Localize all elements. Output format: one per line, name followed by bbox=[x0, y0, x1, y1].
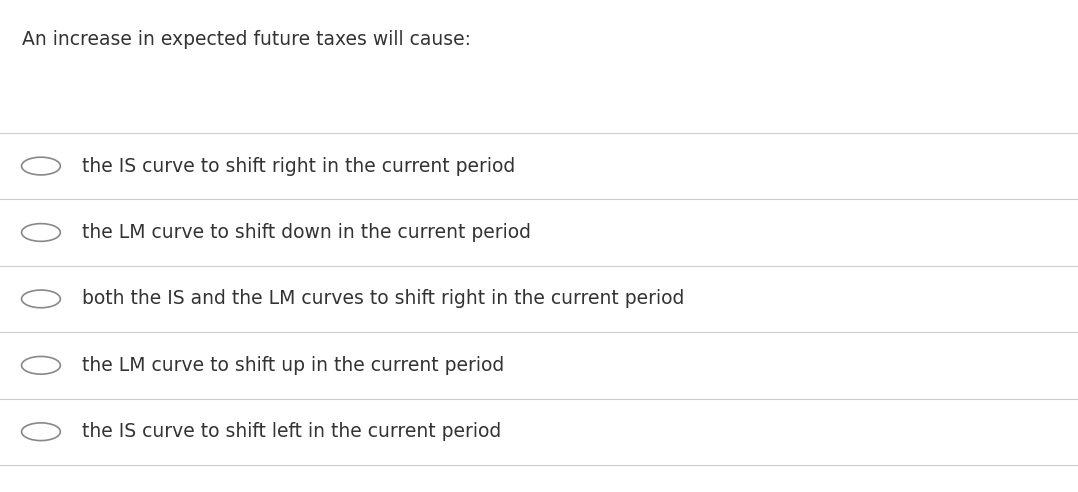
Text: both the IS and the LM curves to shift right in the current period: both the IS and the LM curves to shift r… bbox=[82, 289, 685, 308]
Circle shape bbox=[22, 223, 60, 241]
Text: the LM curve to shift up in the current period: the LM curve to shift up in the current … bbox=[82, 356, 505, 375]
Circle shape bbox=[22, 157, 60, 175]
Circle shape bbox=[22, 356, 60, 374]
Text: the IS curve to shift right in the current period: the IS curve to shift right in the curre… bbox=[82, 156, 515, 176]
Circle shape bbox=[22, 290, 60, 308]
Text: the LM curve to shift down in the current period: the LM curve to shift down in the curren… bbox=[82, 223, 531, 242]
Circle shape bbox=[22, 423, 60, 441]
Text: the IS curve to shift left in the current period: the IS curve to shift left in the curren… bbox=[82, 422, 501, 441]
Text: An increase in expected future taxes will cause:: An increase in expected future taxes wil… bbox=[22, 30, 471, 49]
